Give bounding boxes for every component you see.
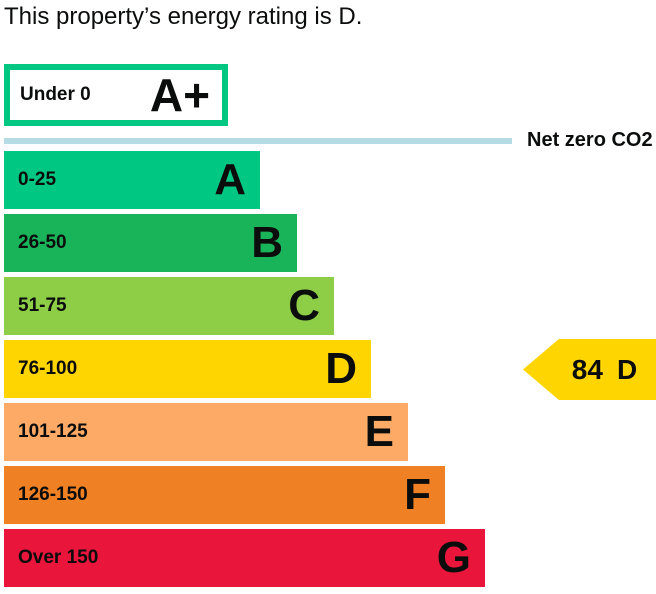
band-row-f: 126-150 F: [4, 466, 445, 524]
band-range-e: 101-125: [18, 421, 88, 442]
current-rating-arrow: 84 D: [523, 339, 656, 400]
band-row-b: 26-50 B: [4, 214, 297, 272]
band-range-a-plus: Under 0: [20, 84, 91, 105]
band-letter-c: C: [288, 281, 320, 330]
band-row-a: 0-25 A: [4, 151, 260, 209]
band-letter-a-plus: A+: [149, 69, 210, 121]
page-title: This property’s energy rating is D.: [4, 3, 363, 30]
band-row-a-plus: Under 0 A+: [4, 64, 228, 126]
band-row-e: 101-125 E: [4, 403, 408, 461]
band-range-c: 51-75: [18, 295, 67, 316]
current-rating-value: 84: [571, 353, 603, 385]
band-letter-f: F: [404, 470, 431, 519]
band-row-c: 51-75 C: [4, 277, 334, 335]
band-range-f: 126-150: [18, 484, 88, 505]
band-letter-g: G: [436, 533, 471, 582]
band-row-d: 76-100 D: [4, 340, 371, 398]
band-letter-b: B: [251, 218, 283, 267]
band-letter-e: E: [364, 407, 394, 456]
current-rating-band: D: [616, 353, 638, 385]
band-range-d: 76-100: [18, 358, 78, 379]
band-row-g: Over 150 G: [4, 529, 485, 587]
band-letter-d: D: [325, 344, 357, 393]
net-zero-co2-label: Net zero CO2: [527, 129, 653, 151]
band-range-a: 0-25: [18, 169, 57, 190]
band-letter-a: A: [214, 155, 246, 204]
net-zero-co2-line: [4, 138, 512, 144]
band-range-g: Over 150: [18, 547, 99, 568]
band-range-b: 26-50: [18, 232, 67, 253]
